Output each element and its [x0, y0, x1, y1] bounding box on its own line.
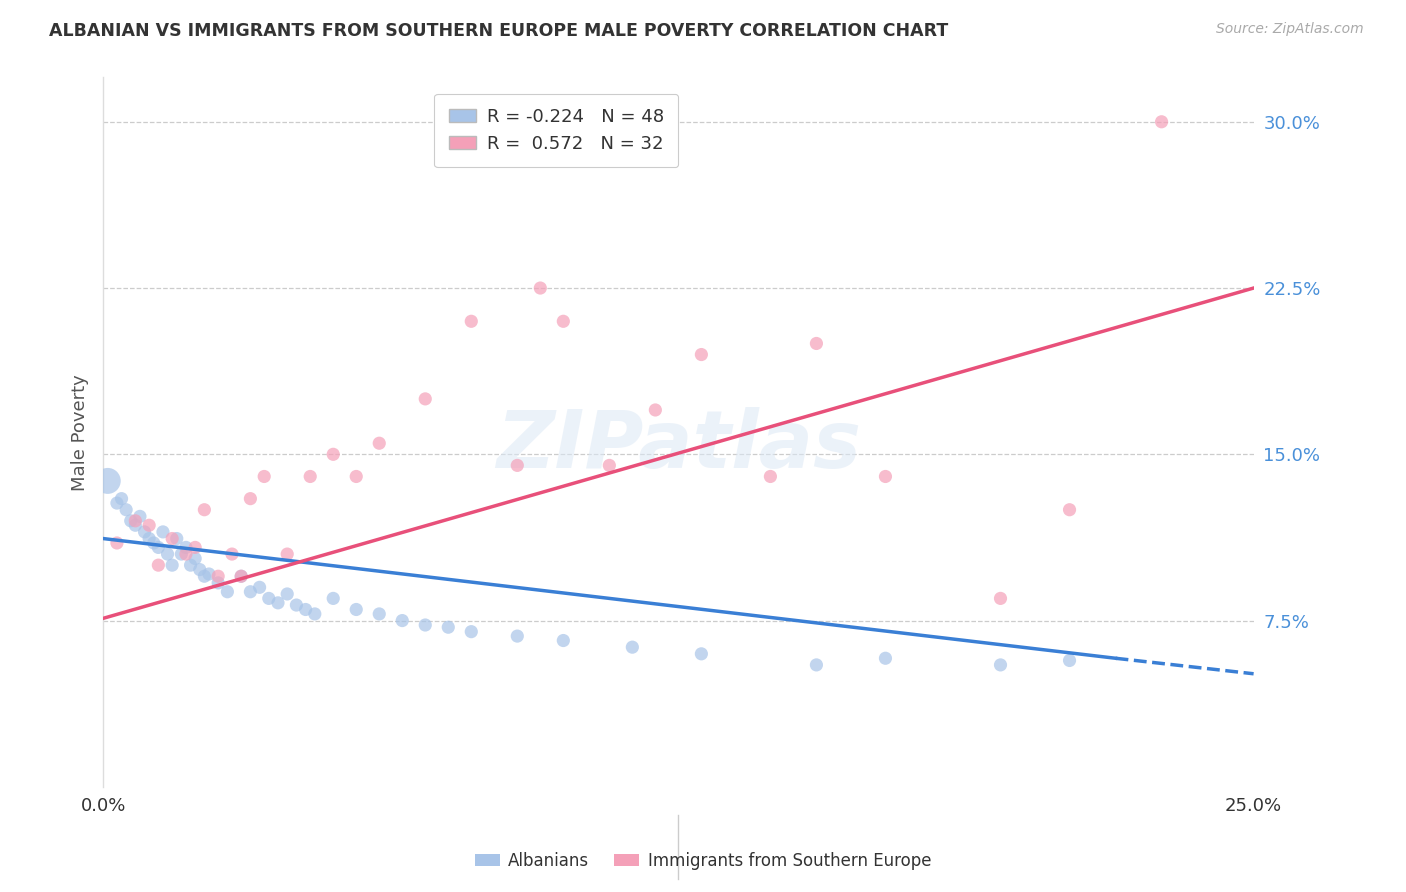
- Text: Source: ZipAtlas.com: Source: ZipAtlas.com: [1216, 22, 1364, 37]
- Point: [97, 474, 120, 488]
- Point: [598, 458, 620, 473]
- Point: [198, 567, 221, 582]
- Point: [174, 547, 197, 561]
- Point: [239, 491, 262, 506]
- Point: [460, 624, 482, 639]
- Point: [267, 596, 290, 610]
- Legend: R = -0.224   N = 48, R =  0.572   N = 32: R = -0.224 N = 48, R = 0.572 N = 32: [434, 94, 678, 168]
- Point: [166, 532, 188, 546]
- Point: [285, 598, 308, 612]
- Point: [124, 518, 146, 533]
- Point: [875, 469, 897, 483]
- Point: [621, 640, 644, 655]
- Point: [156, 547, 179, 561]
- Point: [105, 496, 128, 510]
- Text: ZIPatlas: ZIPatlas: [496, 408, 860, 485]
- Point: [506, 629, 529, 643]
- Point: [460, 314, 482, 328]
- Point: [368, 607, 391, 621]
- Point: [231, 569, 253, 583]
- Point: [368, 436, 391, 450]
- Point: [129, 509, 152, 524]
- Point: [1059, 653, 1081, 667]
- Point: [437, 620, 460, 634]
- Point: [413, 392, 436, 406]
- Point: [257, 591, 280, 606]
- Point: [322, 447, 344, 461]
- Point: [110, 491, 132, 506]
- Point: [344, 602, 367, 616]
- Point: [294, 602, 316, 616]
- Point: [124, 514, 146, 528]
- Point: [221, 547, 243, 561]
- Point: [148, 558, 170, 573]
- Point: [170, 547, 193, 561]
- Point: [217, 584, 239, 599]
- Y-axis label: Male Poverty: Male Poverty: [72, 374, 89, 491]
- Point: [105, 536, 128, 550]
- Point: [138, 518, 160, 533]
- Point: [413, 618, 436, 632]
- Point: [115, 502, 138, 516]
- Text: ALBANIAN VS IMMIGRANTS FROM SOUTHERN EUROPE MALE POVERTY CORRELATION CHART: ALBANIAN VS IMMIGRANTS FROM SOUTHERN EUR…: [49, 22, 949, 40]
- Point: [276, 587, 298, 601]
- Point: [188, 563, 211, 577]
- Point: [644, 403, 666, 417]
- Point: [322, 591, 344, 606]
- Point: [506, 458, 529, 473]
- Point: [299, 469, 322, 483]
- Point: [152, 524, 174, 539]
- Point: [160, 558, 183, 573]
- Point: [253, 469, 276, 483]
- Point: [875, 651, 897, 665]
- Point: [990, 657, 1012, 672]
- Point: [138, 532, 160, 546]
- Point: [184, 541, 207, 555]
- Point: [990, 591, 1012, 606]
- Point: [231, 569, 253, 583]
- Point: [134, 524, 156, 539]
- Point: [207, 575, 229, 590]
- Point: [690, 647, 713, 661]
- Point: [148, 541, 170, 555]
- Point: [142, 536, 165, 550]
- Point: [174, 541, 197, 555]
- Point: [806, 657, 828, 672]
- Point: [304, 607, 326, 621]
- Point: [759, 469, 782, 483]
- Point: [193, 569, 215, 583]
- Point: [184, 551, 207, 566]
- Point: [344, 469, 367, 483]
- Point: [120, 514, 142, 528]
- Point: [806, 336, 828, 351]
- Point: [249, 580, 271, 594]
- Point: [193, 502, 215, 516]
- Point: [239, 584, 262, 599]
- Point: [690, 347, 713, 361]
- Point: [391, 614, 413, 628]
- Point: [1150, 115, 1173, 129]
- Point: [180, 558, 202, 573]
- Point: [553, 314, 575, 328]
- Point: [160, 532, 183, 546]
- Point: [207, 569, 229, 583]
- Point: [553, 633, 575, 648]
- Point: [529, 281, 551, 295]
- Point: [1059, 502, 1081, 516]
- Legend: Albanians, Immigrants from Southern Europe: Albanians, Immigrants from Southern Euro…: [468, 846, 938, 877]
- Point: [276, 547, 298, 561]
